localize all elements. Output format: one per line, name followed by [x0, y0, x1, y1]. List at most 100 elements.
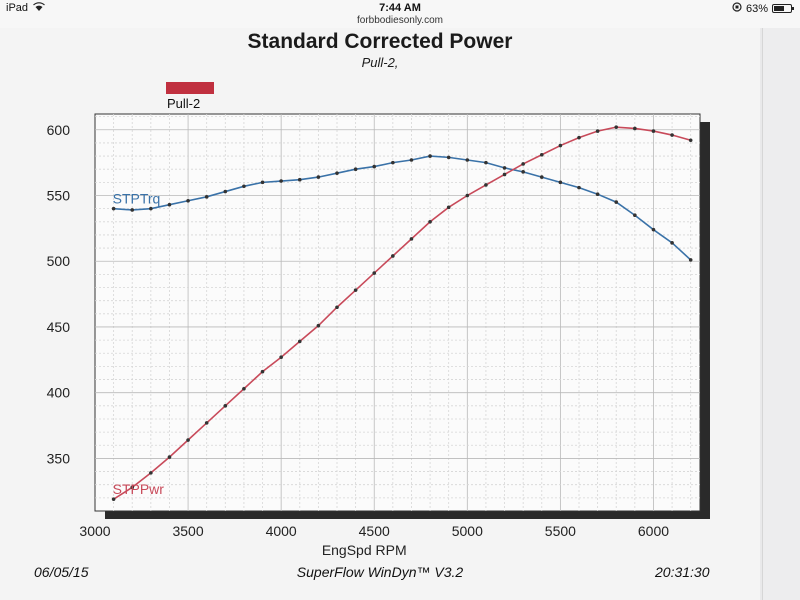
plot-area — [94, 113, 701, 512]
data-point-stppwr — [372, 271, 377, 275]
series-line-stptrq — [113, 155, 692, 261]
data-point-stppwr — [577, 135, 581, 140]
data-point-stppwr — [484, 183, 488, 187]
orientation-lock-icon — [732, 2, 742, 15]
data-point-stptrq — [651, 227, 656, 232]
data-point-stptrq — [409, 158, 414, 162]
data-point-stppwr — [297, 339, 302, 344]
data-point-stppwr — [353, 288, 358, 292]
data-point-stptrq — [633, 213, 637, 218]
data-point-stppwr — [242, 386, 246, 391]
data-point-stptrq — [558, 180, 563, 185]
data-point-stppwr — [539, 152, 544, 157]
data-point-stptrq — [446, 155, 451, 160]
x-tick-label: 3000 — [79, 523, 110, 539]
data-point-stptrq — [670, 241, 674, 245]
battery-fill — [774, 6, 785, 11]
data-point-stppwr — [279, 355, 283, 359]
data-point-stptrq — [539, 175, 544, 179]
data-point-stptrq — [353, 167, 358, 172]
data-point-stppwr — [409, 237, 414, 241]
battery-percent: 63% — [745, 2, 768, 15]
y-tick-label: 550 — [47, 188, 71, 204]
data-point-stptrq — [372, 164, 377, 169]
data-point-stptrq — [111, 206, 116, 211]
footer-software: SuperFlow WinDyn™ V3.2 — [296, 564, 464, 580]
data-point-stppwr — [204, 421, 209, 425]
data-point-stppwr — [335, 305, 339, 310]
legend-swatch — [166, 82, 214, 94]
y-tick-label: 500 — [47, 253, 71, 269]
data-point-stptrq — [335, 171, 339, 175]
data-point-stptrq — [149, 206, 153, 211]
data-point-stptrq — [577, 185, 581, 190]
data-point-stptrq — [614, 200, 619, 204]
data-point-stptrq — [428, 154, 432, 158]
data-point-stppwr — [223, 404, 228, 408]
data-point-stptrq — [502, 166, 507, 170]
x-tick-label: 4500 — [359, 523, 390, 539]
series-label-stptrq: STPTrq — [113, 191, 161, 207]
data-point-stptrq — [595, 192, 600, 196]
x-axis-label: EngSpd RPM — [322, 542, 407, 558]
data-point-stptrq — [297, 177, 302, 182]
data-point-stppwr — [111, 497, 116, 501]
data-point-stppwr — [465, 193, 470, 198]
data-point-stptrq — [316, 175, 321, 179]
data-point-stppwr — [446, 205, 451, 210]
data-point-stppwr — [688, 138, 693, 143]
series-label-stppwr: STPPwr — [113, 481, 165, 497]
status-right: 63% — [732, 2, 794, 15]
footer-time: 20:31:30 — [655, 564, 710, 580]
legend-label: Pull-2 — [167, 96, 201, 111]
data-point-stppwr — [595, 129, 600, 133]
data-point-stptrq — [521, 170, 525, 174]
data-point-stppwr — [260, 369, 265, 374]
x-tick-label: 6000 — [638, 523, 669, 539]
data-point-stppwr — [502, 172, 507, 177]
footer-date: 06/05/15 — [34, 564, 89, 580]
x-tick-label: 5000 — [452, 523, 483, 539]
data-point-stppwr — [521, 162, 525, 166]
status-bar: iPad 7:44 AM forbbodiesonly.com 63% — [0, 0, 800, 28]
series-line-stppwr — [113, 126, 691, 500]
chart-title: Standard Corrected Power — [247, 30, 513, 53]
y-tick-label: 450 — [47, 319, 71, 335]
next-page-edge — [762, 28, 800, 600]
data-point-stppwr — [633, 126, 637, 131]
data-point-stptrq — [186, 198, 190, 203]
data-point-stppwr — [614, 125, 619, 129]
data-point-stptrq — [279, 179, 283, 183]
data-point-stptrq — [688, 258, 693, 262]
data-point-stppwr — [558, 143, 563, 148]
data-point-stppwr — [130, 485, 135, 490]
data-point-stppwr — [651, 129, 656, 133]
chart-subtitle: Pull-2, — [361, 55, 399, 70]
x-tick-label: 3500 — [172, 523, 203, 539]
data-point-stppwr — [167, 455, 172, 459]
data-point-stptrq — [484, 160, 488, 165]
data-point-stppwr — [149, 471, 153, 475]
battery-icon — [772, 4, 794, 13]
data-point-stppwr — [186, 438, 190, 442]
data-point-stptrq — [242, 184, 246, 189]
data-point-stppwr — [670, 133, 674, 137]
y-tick-label: 400 — [47, 385, 71, 401]
data-point-stptrq — [391, 160, 395, 165]
x-tick-label: 4000 — [266, 523, 297, 539]
data-point-stppwr — [391, 254, 395, 258]
data-point-stppwr — [428, 219, 432, 224]
status-time: 7:44 AM — [379, 2, 421, 14]
x-tick-label: 5500 — [545, 523, 576, 539]
data-point-stptrq — [465, 158, 470, 162]
page-url[interactable]: forbbodiesonly.com — [357, 15, 443, 26]
data-point-stppwr — [316, 323, 321, 328]
device-name: iPad — [6, 2, 29, 14]
data-point-stptrq — [260, 180, 265, 185]
data-point-stptrq — [204, 195, 209, 199]
status-left: iPad — [6, 2, 45, 14]
wifi-icon — [33, 2, 45, 14]
y-tick-label: 350 — [47, 450, 71, 466]
data-point-stptrq — [223, 189, 228, 194]
